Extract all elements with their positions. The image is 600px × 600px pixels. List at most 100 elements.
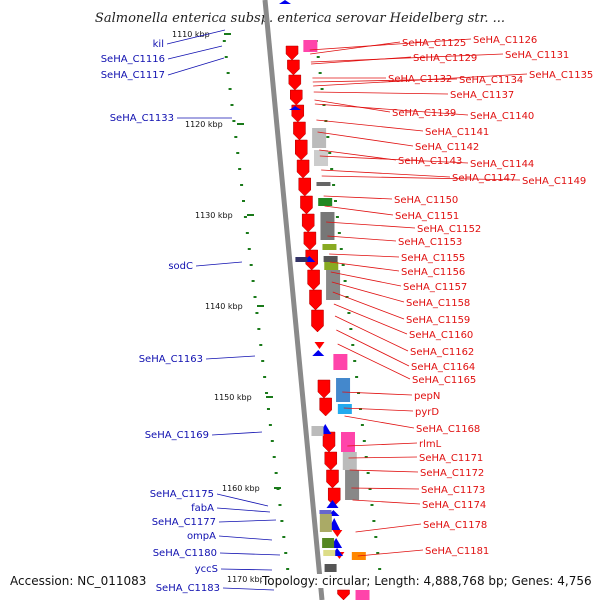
topology-text: Topology: circular; Length: 4,888,768 bp…: [262, 574, 592, 588]
forward-gene-label[interactable]: SeHA_C1180: [153, 548, 217, 559]
reverse-gene-arrow: [337, 589, 350, 600]
tick-dot: [266, 408, 270, 410]
reverse-gene-label[interactable]: SeHA_C1139: [392, 108, 456, 119]
accession-text: Accession: NC_011083: [10, 574, 147, 588]
reverse-gene-label[interactable]: SeHA_C1126: [473, 35, 537, 46]
leader-line: [343, 407, 414, 412]
reverse-gene-label[interactable]: SeHA_C1144: [470, 159, 534, 170]
reverse-gene-label[interactable]: SeHA_C1172: [420, 468, 484, 479]
reverse-gene-label[interactable]: SeHA_C1131: [505, 50, 569, 61]
gene-annotation-bar: [340, 432, 355, 452]
reverse-gene-arrow: [327, 487, 341, 507]
reverse-gene-label[interactable]: SeHA_C1125: [402, 38, 466, 49]
reverse-gene-label[interactable]: SeHA_C1181: [425, 546, 489, 557]
gene-annotation-bar: [312, 128, 327, 148]
gene-annotation-bar: [314, 150, 329, 166]
reverse-gene-label[interactable]: SeHA_C1150: [394, 195, 458, 206]
leader-line: [317, 131, 414, 147]
forward-annotation-bar: [322, 538, 335, 548]
forward-gene-label[interactable]: SeHA_C1163: [139, 354, 203, 365]
forward-gene-label[interactable]: SeHA_C1169: [145, 430, 209, 441]
tick-dot: [224, 56, 228, 58]
leader-line: [220, 568, 273, 571]
reverse-gene-label[interactable]: SeHA_C1155: [401, 253, 465, 264]
reverse-gene-label[interactable]: SeHA_C1158: [406, 298, 470, 309]
reverse-gene-label[interactable]: SeHA_C1160: [409, 330, 473, 341]
tick-dot: [284, 552, 288, 554]
tick-dot: [257, 328, 261, 330]
reverse-gene-label[interactable]: SeHA_C1129: [413, 53, 477, 64]
reverse-gene-label[interactable]: SeHA_C1162: [410, 347, 474, 358]
gene-annotation-bar: [333, 354, 348, 370]
reverse-gene-label[interactable]: SeHA_C1141: [425, 127, 489, 138]
forward-gene-label[interactable]: fabA: [191, 503, 214, 514]
forward-annotation-bar: [295, 257, 308, 262]
leader-line: [167, 45, 223, 60]
gene-annotation-bar: [324, 262, 339, 270]
reverse-gene-label[interactable]: SeHA_C1140: [470, 111, 534, 122]
footer-bar: Accession: NC_011083 Topology: circular;…: [0, 572, 600, 596]
reverse-gene-label[interactable]: SeHA_C1137: [450, 90, 514, 101]
leader-line: [326, 221, 416, 229]
reverse-gene-label[interactable]: SeHA_C1151: [395, 211, 459, 222]
reverse-gene-arrow: [288, 74, 302, 91]
reverse-gene-label[interactable]: SeHA_C1165: [412, 375, 476, 386]
reverse-gene-label[interactable]: SeHA_C1156: [401, 267, 465, 278]
reverse-gene-label[interactable]: SeHA_C1157: [403, 282, 467, 293]
tick-dot: [243, 216, 247, 218]
reverse-gene-label[interactable]: SeHA_C1168: [416, 424, 480, 435]
forward-gene-label[interactable]: SeHA_C1177: [152, 517, 216, 528]
forward-gene-arrow: [326, 500, 339, 508]
gene-annotation-bar: [326, 270, 341, 300]
reverse-gene-label[interactable]: SeHA_C1147: [452, 173, 516, 184]
leader-line: [355, 523, 422, 533]
forward-gene-label[interactable]: yccS: [195, 564, 218, 575]
reverse-gene-arrow: [319, 397, 332, 417]
gene-annotation-bar: [322, 244, 337, 250]
reverse-gene-label[interactable]: SeHA_C1149: [522, 176, 586, 187]
reverse-gene-label[interactable]: SeHA_C1153: [398, 237, 462, 248]
forward-gene-label[interactable]: kil: [153, 39, 164, 50]
tick-dot: [320, 88, 324, 90]
gene-annotation-bar: [323, 256, 338, 262]
forward-gene-label[interactable]: SeHA_C1175: [150, 489, 214, 500]
leader-line: [337, 343, 411, 380]
reverse-gene-label[interactable]: SeHA_C1142: [415, 142, 479, 153]
genome-backbone: [262, 0, 325, 600]
reverse-gene-label[interactable]: rlmL: [419, 439, 442, 450]
reverse-gene-label[interactable]: SeHA_C1178: [423, 520, 487, 531]
reverse-gene-label[interactable]: SeHA_C1135: [529, 70, 593, 81]
gene-annotation-bar: [345, 470, 360, 500]
tick-dot: [351, 344, 355, 346]
tick-dot: [230, 104, 234, 106]
reverse-gene-label[interactable]: SeHA_C1173: [421, 485, 485, 496]
reverse-gene-label[interactable]: SeHA_C1174: [422, 500, 486, 511]
tick-dot: [278, 504, 282, 506]
gene-annotation-bar: [355, 590, 370, 600]
forward-gene-label[interactable]: SeHA_C1183: [156, 583, 220, 594]
tick-dot: [236, 152, 240, 154]
leader-line: [329, 253, 400, 258]
reverse-gene-label[interactable]: SeHA_C1152: [417, 224, 481, 235]
tick-dot: [378, 568, 382, 570]
reverse-gene-label[interactable]: SeHA_C1159: [406, 315, 470, 326]
forward-annotation-bar: [323, 550, 336, 556]
leader-line: [205, 355, 256, 360]
reverse-gene-label[interactable]: pyrD: [415, 407, 439, 418]
reverse-gene-label[interactable]: pepN: [414, 391, 440, 402]
reverse-gene-arrow: [307, 269, 320, 291]
forward-gene-label[interactable]: SeHA_C1116: [101, 54, 165, 65]
reverse-gene-label[interactable]: SeHA_C1134: [459, 75, 523, 86]
reverse-gene-label[interactable]: SeHA_C1171: [419, 453, 483, 464]
reverse-gene-label[interactable]: SeHA_C1164: [411, 362, 475, 373]
forward-gene-label[interactable]: sodC: [168, 261, 193, 272]
forward-gene-label[interactable]: SeHA_C1133: [110, 113, 174, 124]
leader-line: [342, 391, 413, 396]
leader-line: [321, 169, 451, 178]
tick-dot: [282, 536, 286, 538]
forward-gene-label[interactable]: ompA: [187, 531, 216, 542]
tick-dot: [347, 312, 351, 314]
forward-gene-label[interactable]: SeHA_C1117: [101, 70, 165, 81]
tick-dot: [253, 296, 257, 298]
